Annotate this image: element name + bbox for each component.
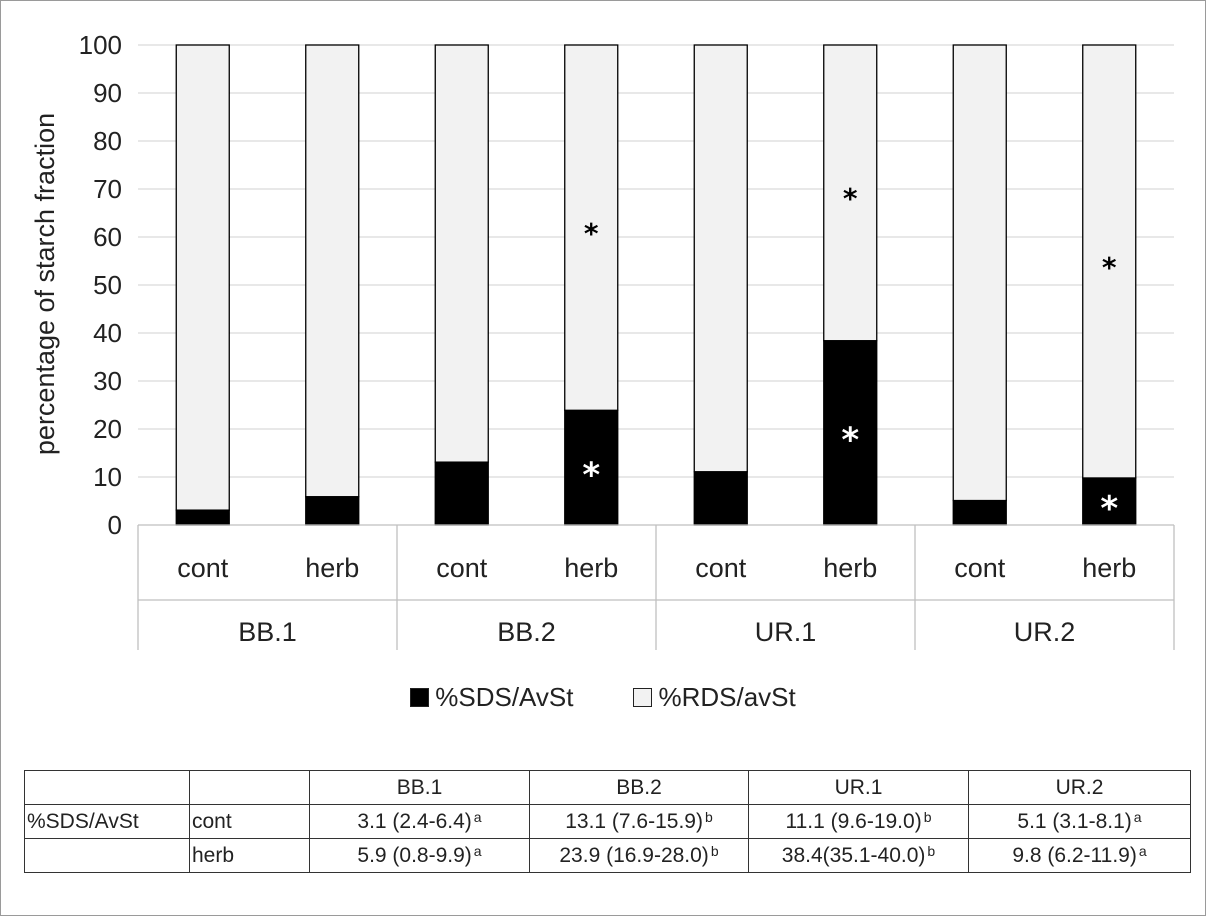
x-category-label: cont (436, 553, 488, 583)
y-tick-label: 70 (93, 174, 122, 204)
legend-label-sds: %SDS/AvSt (435, 682, 574, 712)
bar-rds (434, 44, 489, 463)
table-cell-value: 11.1 (9.6-19.0) (785, 810, 922, 833)
bar-sds (434, 461, 489, 526)
significance-asterisk: * (1100, 489, 1118, 529)
table-cell: 9.8 (6.2-11.9) a (968, 838, 1191, 873)
y-tick-label: 100 (79, 30, 122, 60)
table-cell: 3.1 (2.4-6.4) a (309, 804, 530, 839)
table-header-cell: UR.1 (748, 770, 969, 805)
y-tick-label: 90 (93, 78, 122, 108)
table-row-label (24, 838, 190, 873)
table-cell-letter: a (1138, 843, 1147, 859)
bar-sds (952, 499, 1007, 526)
x-category-label: herb (305, 553, 359, 583)
table-cell-value: 23.9 (16.9-28.0) (559, 844, 709, 867)
legend-label-rds: %RDS/avSt (658, 682, 796, 712)
significance-asterisk: * (841, 421, 859, 461)
x-group-label: UR.1 (755, 617, 817, 647)
table-row-treatment: cont (189, 804, 310, 839)
table-cell-value: 5.1 (3.1-8.1) (1017, 810, 1132, 833)
x-category-label: herb (1082, 553, 1136, 583)
table-cell-value: 3.1 (2.4-6.4) (357, 810, 472, 833)
bar-rds (952, 44, 1007, 502)
bar-rds (1082, 44, 1137, 479)
x-group-label: UR.2 (1014, 617, 1076, 647)
y-tick-label: 0 (108, 510, 122, 540)
significance-asterisk: * (1102, 251, 1117, 284)
table-header-cell (189, 770, 310, 805)
table-cell-letter: a (1133, 809, 1142, 825)
table-cell: 13.1 (7.6-15.9) b (529, 804, 749, 839)
table-cell: 38.4(35.1-40.0) b (748, 838, 969, 873)
table-cell-value: 5.9 (0.8-9.9) (357, 844, 472, 867)
y-tick-label: 20 (93, 414, 122, 444)
legend: %SDS/AvSt %RDS/avSt (0, 682, 1206, 713)
table-row: %SDS/AvSt cont 3.1 (2.4-6.4) a 13.1 (7.6-… (24, 804, 1191, 839)
significance-asterisk: * (584, 217, 599, 250)
bar-rds (693, 44, 748, 473)
significance-asterisk: * (582, 455, 600, 495)
table-header-cell: UR.2 (968, 770, 1191, 805)
table-cell-value: 38.4(35.1-40.0) (781, 844, 926, 867)
gridlines (138, 44, 1174, 478)
legend-swatch-sds (410, 688, 430, 707)
x-category-label: cont (954, 553, 1006, 583)
x-group-label: BB.2 (497, 617, 556, 647)
bars (175, 44, 1137, 526)
bar-rds (564, 44, 619, 411)
y-tick-label: 60 (93, 222, 122, 252)
legend-item-rds: %RDS/avSt (633, 682, 796, 713)
legend-swatch-rds (633, 688, 653, 707)
axes (137, 524, 1175, 650)
table-row-treatment: herb (189, 838, 310, 873)
table-cell: 23.9 (16.9-28.0) b (529, 838, 749, 873)
bar-rds (175, 44, 230, 511)
table-header-row: BB.1 BB.2 UR.1 UR.2 (24, 770, 1191, 805)
table-header-cell (24, 770, 190, 805)
data-table: BB.1 BB.2 UR.1 UR.2 %SDS/AvSt cont 3.1 (… (24, 770, 1191, 873)
y-tick-label: 50 (93, 270, 122, 300)
table-header-cell: BB.1 (309, 770, 530, 805)
bar-rds (823, 44, 878, 342)
legend-item-sds: %SDS/AvSt (410, 682, 573, 713)
table-cell-letter: b (923, 809, 932, 825)
significance-asterisk: * (843, 182, 858, 215)
y-tick-label: 10 (93, 462, 122, 492)
bar-sds (305, 496, 360, 526)
table-cell-letter: b (927, 843, 936, 859)
table-row: herb 5.9 (0.8-9.9) a 23.9 (16.9-28.0) b 38… (24, 838, 1191, 873)
table-cell-letter: a (473, 809, 482, 825)
table-cell: 5.9 (0.8-9.9) a (309, 838, 530, 873)
bar-sds (564, 409, 619, 526)
bar-sds (1082, 477, 1137, 526)
bar-sds (175, 509, 230, 526)
bar-rds (305, 44, 360, 498)
table-header-cell: BB.2 (529, 770, 749, 805)
table-cell-letter: a (473, 843, 482, 859)
table-cell-value: 9.8 (6.2-11.9) (1012, 844, 1137, 867)
table-cell-letter: b (710, 843, 719, 859)
x-group-label: BB.1 (238, 617, 297, 647)
x-category-label: cont (177, 553, 229, 583)
y-tick-label: 80 (93, 126, 122, 156)
table-cell-letter: b (704, 809, 713, 825)
x-category-label: herb (823, 553, 877, 583)
table-cell-value: 13.1 (7.6-15.9) (565, 810, 703, 833)
table-row-label: %SDS/AvSt (24, 804, 190, 839)
bar-sds (693, 471, 748, 526)
labels: 0 10 20 30 40 50 60 70 80 90 100 * * * * * * cont herb cont… (79, 30, 1137, 647)
x-category-label: cont (695, 553, 747, 583)
y-tick-label: 40 (93, 318, 122, 348)
table-cell: 11.1 (9.6-19.0) b (748, 804, 969, 839)
x-category-label: herb (564, 553, 618, 583)
y-tick-label: 30 (93, 366, 122, 396)
stacked-bar-chart: 0 10 20 30 40 50 60 70 80 90 100 * * * * * * cont herb cont… (30, 30, 1175, 650)
table-cell: 5.1 (3.1-8.1) a (968, 804, 1191, 839)
y-axis-label: percentage of starch fraction (30, 113, 60, 455)
